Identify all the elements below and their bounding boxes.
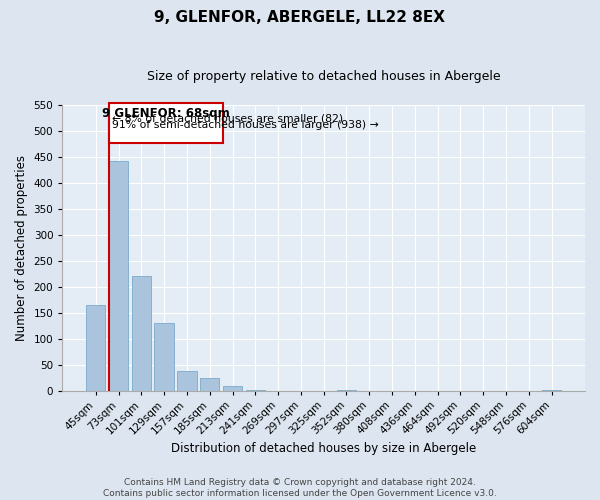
Title: Size of property relative to detached houses in Abergele: Size of property relative to detached ho… [147, 70, 500, 83]
Bar [109, 104, 223, 143]
Text: 9, GLENFOR, ABERGELE, LL22 8EX: 9, GLENFOR, ABERGELE, LL22 8EX [155, 10, 445, 25]
Text: 91% of semi-detached houses are larger (938) →: 91% of semi-detached houses are larger (… [112, 120, 379, 130]
Y-axis label: Number of detached properties: Number of detached properties [15, 155, 28, 341]
Bar [154, 323, 174, 390]
Text: 9 GLENFOR: 68sqm: 9 GLENFOR: 68sqm [103, 107, 230, 120]
Bar [109, 160, 128, 390]
Text: ← 8% of detached houses are smaller (82): ← 8% of detached houses are smaller (82) [112, 114, 344, 124]
Bar [177, 372, 197, 390]
Bar [200, 378, 220, 390]
Bar [223, 386, 242, 390]
X-axis label: Distribution of detached houses by size in Abergele: Distribution of detached houses by size … [171, 442, 476, 455]
Bar [131, 276, 151, 390]
Text: Contains HM Land Registry data © Crown copyright and database right 2024.
Contai: Contains HM Land Registry data © Crown c… [103, 478, 497, 498]
Bar [86, 305, 106, 390]
